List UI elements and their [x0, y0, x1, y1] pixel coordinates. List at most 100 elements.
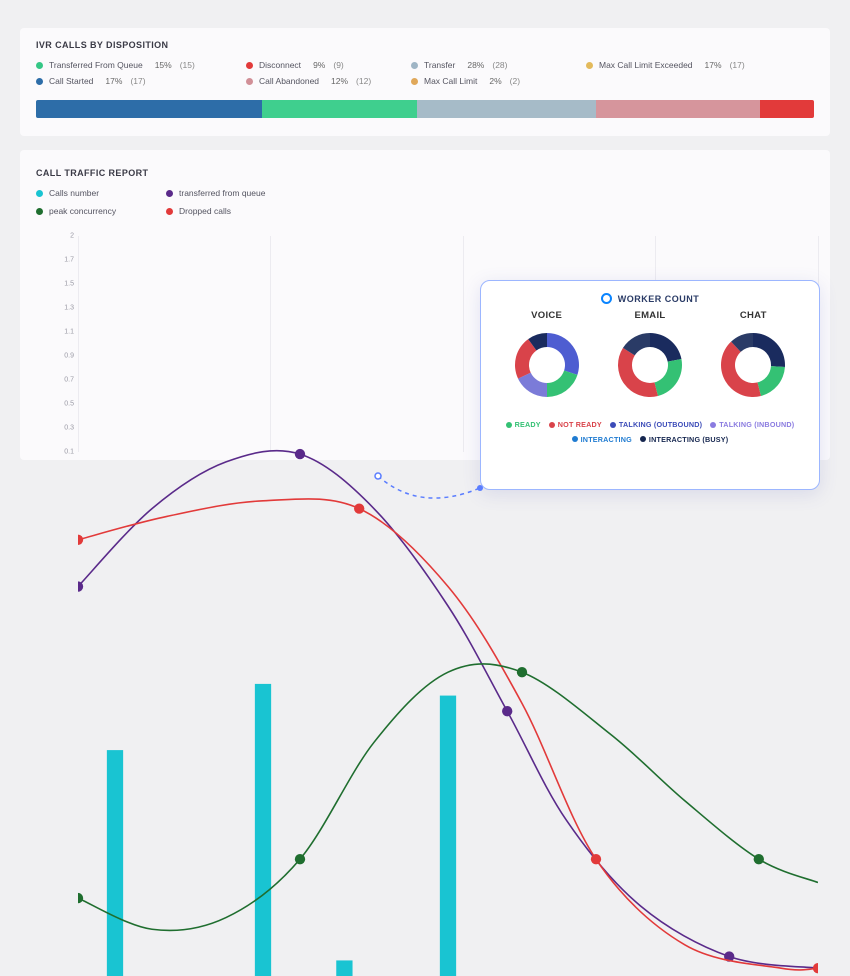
legend-dot — [411, 62, 418, 69]
ivr-legend-item: Call Abandoned 12% (12) — [246, 76, 411, 86]
y-tick: 1.1 — [64, 329, 74, 336]
ivr-title: IVR CALLS BY DISPOSITION — [36, 40, 814, 50]
legend-dot — [36, 62, 43, 69]
legend-dot — [166, 208, 173, 215]
legend-count: (2) — [510, 76, 520, 86]
traffic-bar — [107, 750, 123, 976]
worker-count-icon — [601, 293, 612, 304]
legend-count: (28) — [492, 60, 507, 70]
legend-count: (15) — [180, 60, 195, 70]
worker-legend: READYNOT READYTALKING (OUTBOUND)TALKING … — [495, 418, 805, 447]
legend-count: (12) — [356, 76, 371, 86]
bar-segment — [760, 100, 814, 118]
ivr-legend-item: Max Call Limit Exceeded 17% (17) — [586, 60, 796, 70]
worker-legend-item: INTERACTING (BUSY) — [640, 433, 728, 447]
traffic-marker — [754, 854, 764, 864]
donut-chart — [612, 327, 688, 403]
legend-pct: 15% — [155, 60, 172, 70]
ivr-legend-item: Disconnect 9% (9) — [246, 60, 411, 70]
donut-slice — [758, 366, 785, 396]
legend-count: (17) — [130, 76, 145, 86]
donut-slice — [547, 333, 579, 375]
ivr-legend-item: Transferred From Queue 15% (15) — [36, 60, 246, 70]
worker-count-panel: WORKER COUNT VOICE EMAIL CHAT READY NOT REA… — [480, 280, 820, 490]
legend-label: Calls number — [49, 188, 99, 198]
bar-segment — [262, 100, 418, 118]
ivr-disposition-panel: IVR CALLS BY DISPOSITION Transferred Fro… — [20, 28, 830, 136]
traffic-bar — [440, 696, 456, 976]
legend-pct: 12% — [331, 76, 348, 86]
worker-legend-item: TALKING (OUTBOUND) — [610, 418, 702, 432]
legend-dot — [710, 422, 716, 428]
y-tick: 0.3 — [64, 425, 74, 432]
traffic-legend-item: transferred from queue — [166, 188, 346, 198]
donut-column: EMAIL — [612, 310, 688, 408]
legend-label: peak concurrency — [49, 206, 116, 216]
bar-segment — [417, 100, 596, 118]
legend-pct: 17% — [105, 76, 122, 86]
legend-dot — [640, 436, 646, 442]
worker-title: WORKER COUNT — [495, 293, 805, 304]
traffic-marker — [591, 854, 601, 864]
traffic-marker — [295, 854, 305, 864]
worker-legend-item: READY — [506, 418, 541, 432]
traffic-legend-item: peak concurrency — [36, 206, 166, 216]
traffic-marker — [78, 535, 83, 545]
legend-label: transferred from queue — [179, 188, 265, 198]
traffic-legend: Calls number transferred from queue peak… — [36, 188, 814, 216]
donut-label: VOICE — [509, 310, 585, 321]
ivr-legend: Transferred From Queue 15% (15) Disconne… — [36, 60, 814, 86]
legend-dot — [36, 78, 43, 85]
traffic-marker — [354, 503, 364, 513]
donut-slice — [654, 359, 682, 396]
y-tick: 0.5 — [64, 401, 74, 408]
worker-legend-item: INTERACTING — [572, 433, 632, 447]
traffic-title: CALL TRAFFIC REPORT — [36, 168, 814, 178]
legend-label: Call Abandoned — [259, 76, 319, 86]
legend-label: Max Call Limit — [424, 76, 477, 86]
y-tick: 0.7 — [64, 376, 74, 383]
legend-dot — [36, 190, 43, 197]
donut-label: EMAIL — [612, 310, 688, 321]
traffic-marker — [78, 893, 83, 903]
legend-label: Call Started — [49, 76, 93, 86]
legend-dot — [166, 190, 173, 197]
worker-legend-item: NOT READY — [549, 418, 602, 432]
legend-dot — [549, 422, 555, 428]
traffic-marker — [517, 667, 527, 677]
y-tick: 0.9 — [64, 353, 74, 360]
traffic-legend-item: Dropped calls — [166, 206, 346, 216]
ivr-stacked-bar — [36, 100, 814, 118]
y-tick: 0.1 — [64, 449, 74, 456]
traffic-bar — [336, 960, 352, 976]
ivr-legend-item: Transfer 28% (28) — [411, 60, 586, 70]
legend-pct: 17% — [705, 60, 722, 70]
donut-column: VOICE — [509, 310, 585, 408]
legend-label: Disconnect — [259, 60, 301, 70]
donut-chart — [715, 327, 791, 403]
legend-dot — [246, 62, 253, 69]
donut-label: CHAT — [715, 310, 791, 321]
legend-label: Dropped calls — [179, 206, 231, 216]
legend-dot — [610, 422, 616, 428]
legend-dot — [506, 422, 512, 428]
legend-label: Transfer — [424, 60, 455, 70]
legend-dot — [246, 78, 253, 85]
donut-chart — [509, 327, 585, 403]
legend-dot — [586, 62, 593, 69]
legend-pct: 2% — [489, 76, 501, 86]
traffic-marker — [813, 963, 818, 973]
donut-slice — [650, 333, 681, 362]
legend-count: (17) — [730, 60, 745, 70]
legend-dot — [36, 208, 43, 215]
bar-segment — [596, 100, 759, 118]
donut-slice — [547, 371, 577, 397]
legend-pct: 28% — [467, 60, 484, 70]
donut-row: VOICE EMAIL CHAT — [495, 310, 805, 408]
traffic-marker — [502, 706, 512, 716]
legend-label: Transferred From Queue — [49, 60, 143, 70]
legend-dot — [572, 436, 578, 442]
traffic-legend-item: Calls number — [36, 188, 166, 198]
legend-pct: 9% — [313, 60, 325, 70]
legend-count: (9) — [333, 60, 343, 70]
